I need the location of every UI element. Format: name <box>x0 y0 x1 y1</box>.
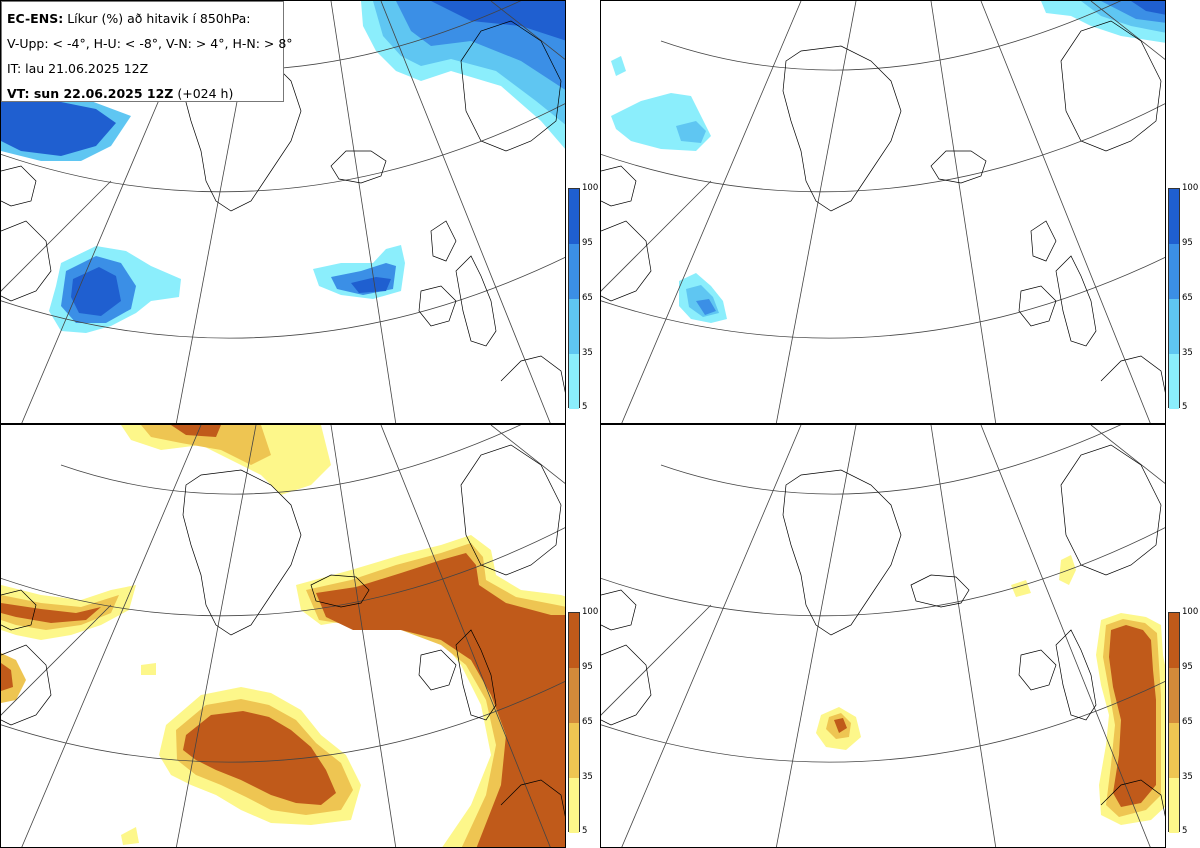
colorbar-tick: 65 <box>582 717 593 727</box>
map-graticule <box>1 425 565 847</box>
colorbar-tick: 5 <box>582 402 588 412</box>
legend-line: V-Upp: < -4°, H-U: < -8°, V-N: > 4°, H-N… <box>7 36 293 51</box>
colorbar-tick: 100 <box>1182 183 1199 193</box>
colorbar-cold-top-left: 100 95 65 35 5 <box>568 183 598 412</box>
colorbar-tick: 65 <box>1182 717 1193 727</box>
colorbar-tick: 5 <box>582 826 588 836</box>
probability-shading <box>1 425 565 847</box>
colorbar-tick: 5 <box>1182 402 1188 412</box>
map-graticule <box>1 1 565 423</box>
map-graticule <box>601 1 1165 423</box>
colorbar-tick: 95 <box>582 238 593 248</box>
map-canvas <box>601 1 1165 423</box>
map-coastlines <box>601 20 1165 393</box>
colorbar-warm-bottom-right: 100 95 65 35 5 <box>1168 607 1198 836</box>
map-coastlines <box>1 444 565 817</box>
probability-shading <box>816 555 1165 825</box>
colorbar-tick: 35 <box>582 348 593 358</box>
model-label: EC-ENS: <box>7 11 64 26</box>
map-panel-cold-4: EC-ENS: Líkur (%) að hitavik í 850hPa: V… <box>0 0 566 424</box>
map-canvas <box>601 425 1165 847</box>
probability-shading <box>611 1 1165 323</box>
map-canvas <box>1 1 565 423</box>
colorbar-tick: 35 <box>582 772 593 782</box>
map-info-box: EC-ENS: Líkur (%) að hitavik í 850hPa: V… <box>1 1 293 102</box>
map-panel-warm-8 <box>600 424 1166 848</box>
colorbar-tick: 100 <box>1182 607 1199 617</box>
colorbar-tick: 95 <box>582 662 593 672</box>
title-row: EC-ENS: Líkur (%) að hitavik í 850hPa: <box>7 6 278 31</box>
colorbar-gradient <box>568 612 580 833</box>
colorbar-warm-bottom-left: 100 95 65 35 5 <box>568 607 598 836</box>
colorbar-tick: 35 <box>1182 348 1193 358</box>
lead-time: (+024 h) <box>177 86 234 101</box>
colorbar-gradient <box>1168 612 1180 833</box>
colorbar-cold-top-right: 100 95 65 35 5 <box>1168 183 1198 412</box>
map-panel-warm-4 <box>0 424 566 848</box>
colorbar-tick: 35 <box>1182 772 1193 782</box>
probability-shading <box>1 1 565 333</box>
colorbar-tick: 100 <box>582 607 599 617</box>
valid-time-row: VT: sun 22.06.2025 12Z (+024 h) <box>7 81 278 106</box>
valid-time: VT: sun 22.06.2025 12Z <box>7 86 174 101</box>
colorbar-tick: 95 <box>1182 662 1193 672</box>
colorbar-gradient <box>568 188 580 409</box>
map-coastlines <box>601 444 1165 817</box>
colorbar-tick: 65 <box>582 293 593 303</box>
title-text: Líkur (%) að hitavik í 850hPa: <box>67 11 251 26</box>
map-graticule <box>601 425 1165 847</box>
map-canvas <box>1 425 565 847</box>
map-panel-cold-8 <box>600 0 1166 424</box>
colorbar-tick: 95 <box>1182 238 1193 248</box>
colorbar-tick: 100 <box>582 183 599 193</box>
init-time: IT: lau 21.06.2025 12Z <box>7 61 149 76</box>
colorbar-tick: 5 <box>1182 826 1188 836</box>
colorbar-gradient <box>1168 188 1180 409</box>
colorbar-tick: 65 <box>1182 293 1193 303</box>
